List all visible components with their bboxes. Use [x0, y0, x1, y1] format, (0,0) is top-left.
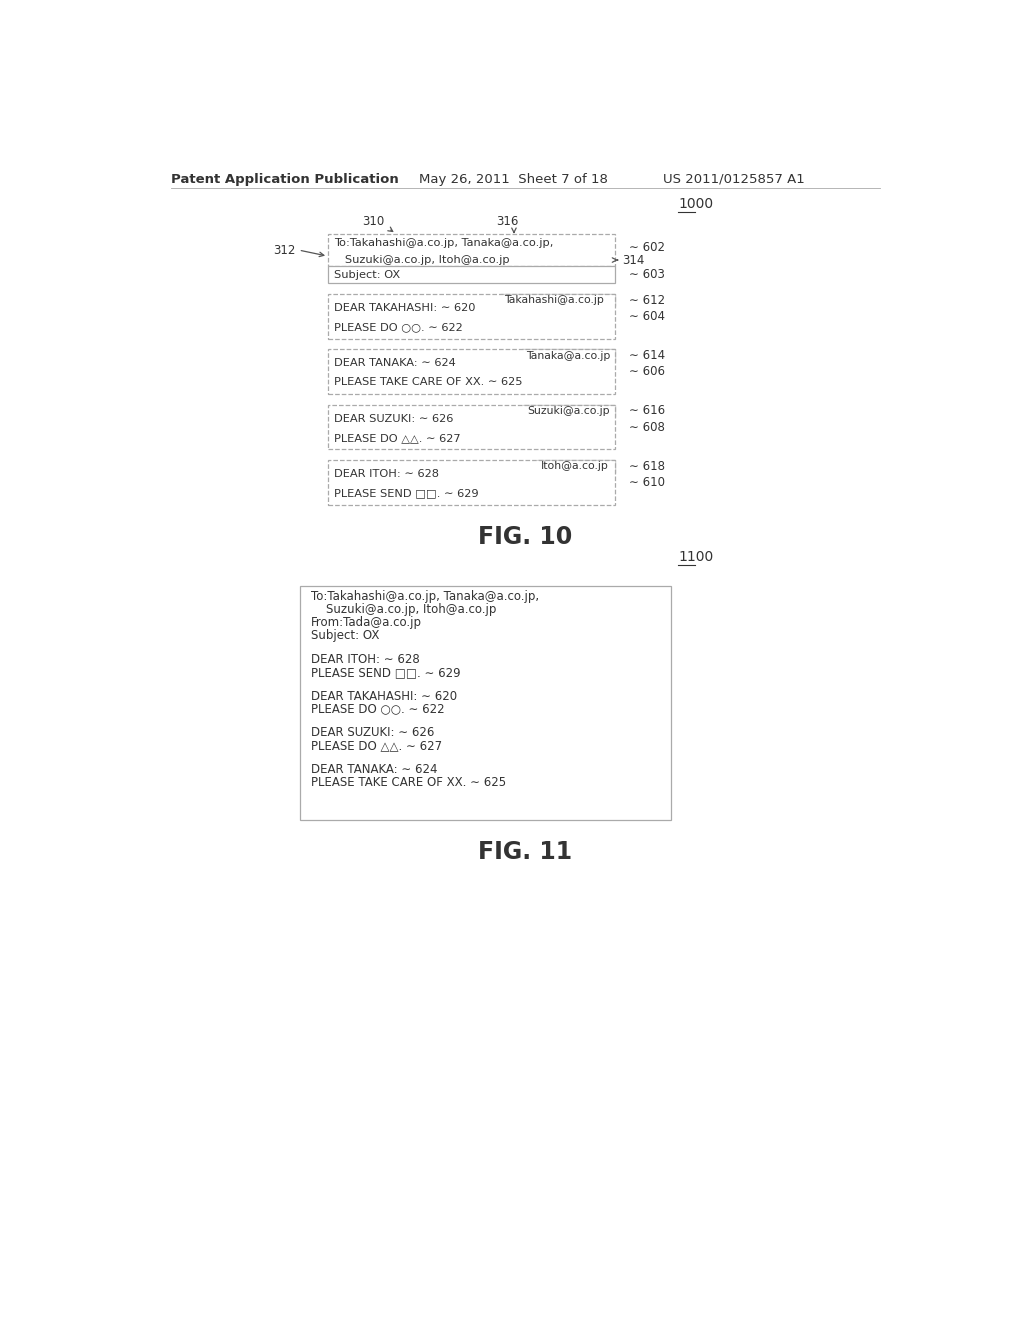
Text: US 2011/0125857 A1: US 2011/0125857 A1 — [663, 173, 805, 186]
Text: DEAR SUZUKI: ∼ 626: DEAR SUZUKI: ∼ 626 — [311, 726, 434, 739]
Bar — [538, 461, 614, 473]
Bar — [300, 586, 671, 820]
Text: ∼ 606: ∼ 606 — [629, 366, 665, 379]
Text: ∼ 612: ∼ 612 — [629, 293, 665, 306]
Text: ∼ 608: ∼ 608 — [629, 421, 665, 434]
Text: 316: 316 — [497, 215, 519, 227]
Text: ∼ 614: ∼ 614 — [629, 348, 665, 362]
Text: Patent Application Publication: Patent Application Publication — [171, 173, 398, 186]
Text: ∼ 602: ∼ 602 — [629, 242, 665, 255]
Text: PLEASE DO ○○. ∼ 622: PLEASE DO ○○. ∼ 622 — [311, 702, 444, 715]
Text: PLEASE DO △△. ∼ 627: PLEASE DO △△. ∼ 627 — [311, 739, 442, 752]
Text: DEAR TANAKA: ∼ 624: DEAR TANAKA: ∼ 624 — [334, 358, 456, 368]
Text: May 26, 2011  Sheet 7 of 18: May 26, 2011 Sheet 7 of 18 — [419, 173, 607, 186]
Text: PLEASE SEND □□. ∼ 629: PLEASE SEND □□. ∼ 629 — [334, 488, 479, 499]
Text: ∼ 616: ∼ 616 — [629, 404, 665, 417]
Text: Itoh@a.co.jp: Itoh@a.co.jp — [541, 462, 609, 471]
Text: To:Takahashi@a.co.jp, Tanaka@a.co.jp,: To:Takahashi@a.co.jp, Tanaka@a.co.jp, — [311, 590, 539, 603]
Text: FIG. 10: FIG. 10 — [477, 525, 572, 549]
Text: DEAR TAKAHASHI: ∼ 620: DEAR TAKAHASHI: ∼ 620 — [311, 689, 457, 702]
Bar — [328, 405, 614, 449]
Bar — [328, 350, 614, 395]
Text: PLEASE DO △△. ∼ 627: PLEASE DO △△. ∼ 627 — [334, 433, 461, 444]
Text: PLEASE SEND □□. ∼ 629: PLEASE SEND □□. ∼ 629 — [311, 667, 461, 678]
Text: DEAR ITOH: ∼ 628: DEAR ITOH: ∼ 628 — [311, 653, 420, 665]
Text: PLEASE TAKE CARE OF XX. ∼ 625: PLEASE TAKE CARE OF XX. ∼ 625 — [334, 378, 522, 388]
Bar — [521, 350, 614, 362]
Text: DEAR TAKAHASHI: ∼ 620: DEAR TAKAHASHI: ∼ 620 — [334, 302, 476, 313]
Text: Subject: OX: Subject: OX — [334, 269, 400, 280]
Text: PLEASE TAKE CARE OF XX. ∼ 625: PLEASE TAKE CARE OF XX. ∼ 625 — [311, 776, 506, 789]
Text: Suzuki@a.co.jp, Itoh@a.co.jp: Suzuki@a.co.jp, Itoh@a.co.jp — [334, 255, 510, 265]
Text: FIG. 11: FIG. 11 — [478, 840, 571, 865]
Bar — [523, 405, 614, 417]
Text: Suzuki@a.co.jp: Suzuki@a.co.jp — [527, 407, 609, 416]
Text: From:Tada@a.co.jp: From:Tada@a.co.jp — [311, 616, 422, 630]
Text: PLEASE DO ○○. ∼ 622: PLEASE DO ○○. ∼ 622 — [334, 322, 463, 333]
Text: Subject: OX: Subject: OX — [311, 630, 379, 643]
Text: 1000: 1000 — [678, 197, 714, 211]
Text: ∼ 604: ∼ 604 — [629, 310, 665, 323]
Text: 314: 314 — [623, 253, 645, 267]
Text: ∼ 603: ∼ 603 — [629, 268, 665, 281]
Text: Takahashi@a.co.jp: Takahashi@a.co.jp — [504, 296, 604, 305]
Text: 310: 310 — [361, 215, 384, 227]
Text: Suzuki@a.co.jp, Itoh@a.co.jp: Suzuki@a.co.jp, Itoh@a.co.jp — [311, 603, 497, 616]
Bar — [328, 294, 614, 339]
Text: 1100: 1100 — [678, 550, 714, 564]
Text: ∼ 610: ∼ 610 — [629, 477, 665, 490]
Text: DEAR TANAKA: ∼ 624: DEAR TANAKA: ∼ 624 — [311, 763, 437, 776]
Bar — [328, 234, 614, 267]
Text: ∼ 618: ∼ 618 — [629, 459, 665, 473]
Text: DEAR ITOH: ∼ 628: DEAR ITOH: ∼ 628 — [334, 469, 439, 479]
Bar — [328, 267, 614, 284]
Text: Tanaka@a.co.jp: Tanaka@a.co.jp — [525, 351, 610, 360]
Bar — [328, 461, 614, 506]
Text: To:Takahashi@a.co.jp, Tanaka@a.co.jp,: To:Takahashi@a.co.jp, Tanaka@a.co.jp, — [334, 238, 554, 248]
Text: 312: 312 — [273, 243, 295, 256]
Text: DEAR SUZUKI: ∼ 626: DEAR SUZUKI: ∼ 626 — [334, 413, 454, 424]
Bar — [500, 294, 614, 306]
